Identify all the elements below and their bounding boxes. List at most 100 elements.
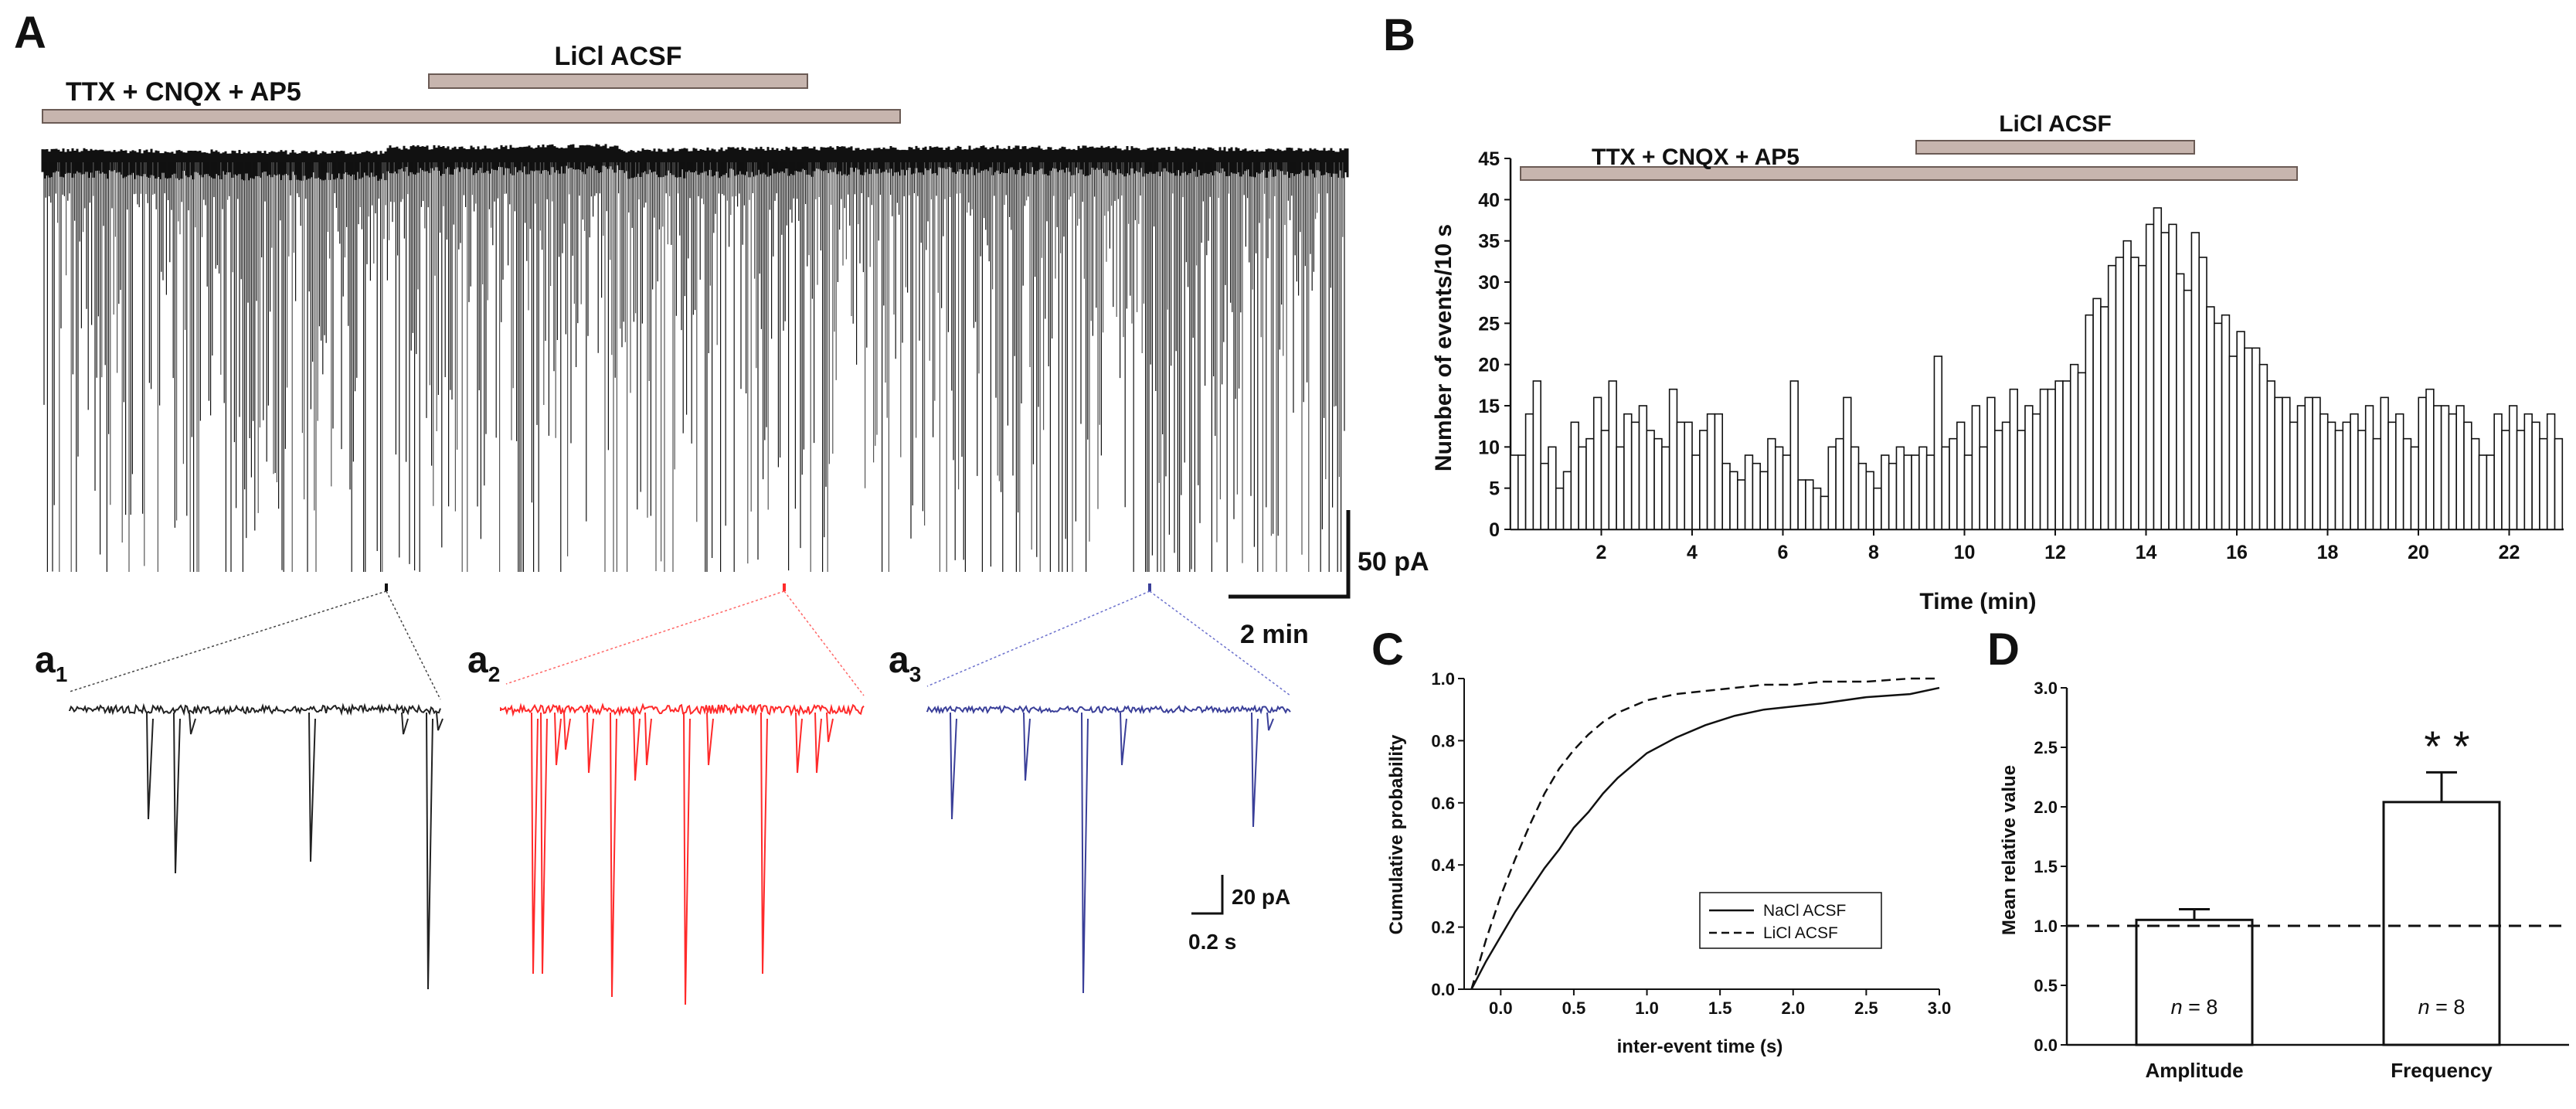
b-histogram-bar (2501, 430, 2510, 530)
c-legend-label-licl: LiCl ACSF (1763, 924, 1838, 942)
inset-event (1120, 712, 1127, 766)
b-x-tick-label: 20 (2408, 542, 2429, 563)
b-drug-application-bar (1520, 166, 2298, 181)
b-y-tick-label: 15 (1478, 396, 1500, 417)
trace-scale-x-label: 2 min (1240, 620, 1309, 649)
histogram-chart: 0 5 10 15 20 25 30 35 40 45 2 4 6 8 10 12 14 16 18 20 22 (1478, 148, 2564, 563)
b-histogram-bar (2433, 405, 2442, 530)
b-histogram-bar (1782, 454, 1792, 530)
inset-event (826, 712, 834, 743)
d-y-axis-label: Mean relative value (1999, 765, 2020, 935)
drug-bar-label: TTX + CNQX + AP5 (66, 77, 301, 107)
inset-baseline (69, 702, 441, 716)
c-x-tick-label: 3.0 (1928, 998, 1952, 1018)
b-histogram-bar (1517, 454, 1527, 530)
inset-event (173, 712, 181, 874)
b-licl-bar-label: LiCl ACSF (1999, 111, 2112, 137)
b-histogram-bar (1956, 421, 1966, 530)
d-category-label: Frequency (2391, 1059, 2493, 1082)
b-x-axis-label: Time (min) (1919, 589, 2036, 614)
b-y-tick-label: 5 (1489, 478, 1500, 500)
zoom-line-a1-left (69, 590, 387, 692)
b-histogram-bar (2039, 388, 2049, 530)
b-histogram-bar (2085, 314, 2094, 530)
b-histogram-bar (2047, 388, 2056, 530)
b-histogram-bar (2017, 430, 2026, 530)
drug-application-bar (42, 109, 901, 124)
b-histogram-bar (2251, 347, 2261, 530)
b-histogram-bar (2493, 413, 2503, 530)
b-histogram-bar (1646, 430, 1655, 530)
inset-trace-a1 (69, 702, 443, 990)
b-histogram-bar (2440, 405, 2450, 530)
b-histogram-bar (1797, 479, 1806, 530)
b-histogram-bar (1706, 413, 1716, 530)
b-histogram-bar (1986, 396, 1996, 530)
b-y-axis-label: Number of events/10 s (1431, 224, 1456, 471)
d-y-tick-label: 2.0 (2034, 798, 2058, 817)
b-histogram-bar (2448, 413, 2458, 530)
inset-label-a1: a1 (35, 640, 67, 686)
inset-trace-a2 (500, 702, 865, 1005)
inset-event (633, 712, 641, 781)
b-histogram-bar (1548, 446, 1557, 530)
b-histogram-bar (1805, 479, 1814, 530)
inset-trace-a3 (926, 704, 1291, 994)
b-histogram-bar (2531, 421, 2540, 530)
c-y-axis-label: Cumulative probability (1386, 734, 1407, 934)
c-series-line (1470, 686, 1940, 990)
b-histogram-bar (2092, 298, 2102, 530)
b-histogram-bar (2115, 257, 2125, 530)
b-histogram-bar (2508, 405, 2518, 530)
relative-value-chart: 0.0 0.5 1.0 1.5 2.0 2.5 3.0 Amplitude Frequency (2034, 679, 2569, 1082)
b-x-tick-label: 16 (2226, 542, 2248, 563)
b-histogram-bar (1623, 413, 1633, 530)
b-histogram-bar (1510, 454, 1519, 530)
b-histogram-bar (2304, 396, 2313, 530)
b-histogram-bar (2266, 380, 2275, 530)
trace-scale-y-label: 50 pA (1358, 547, 1429, 577)
panel-letter-a: A (14, 8, 46, 58)
b-histogram-bar (1616, 446, 1625, 530)
b-histogram-bar (1759, 471, 1769, 530)
b-histogram-bar (2274, 396, 2283, 530)
c-x-tick-label: 2.0 (1781, 998, 1805, 1018)
b-histogram-bar (1941, 446, 1950, 530)
inset-baseline (926, 704, 1291, 715)
b-histogram-bar (2190, 232, 2200, 530)
c-x-tick-label: 1.5 (1708, 998, 1732, 1018)
b-y-tick-label: 40 (1478, 189, 1500, 211)
b-histogram-bar (2387, 421, 2397, 530)
b-y-tick-label: 45 (1478, 148, 1500, 170)
cumulative-chart: 0.0 0.2 0.4 0.6 0.8 1.0 0.0 0.5 1.0 1.5 2.0 2.5 3.0 (1431, 669, 1951, 1018)
trace-baseline (41, 144, 1349, 181)
panel-letter-b: B (1383, 10, 1415, 60)
inset-label-a2: a2 (467, 640, 500, 686)
b-histogram-bar (2516, 430, 2526, 530)
b-histogram-bar (1774, 446, 1784, 530)
inset-event (610, 712, 617, 998)
c-x-tick-label: 1.0 (1635, 998, 1659, 1018)
inset-event (1251, 712, 1259, 828)
b-x-tick-label: 22 (2499, 542, 2520, 563)
b-histogram-bar (2107, 264, 2117, 530)
b-histogram-bar (2001, 421, 2011, 530)
inset-baseline (500, 702, 865, 717)
zoom-line-a3-right (1149, 590, 1291, 696)
b-x-tick-label: 14 (2136, 542, 2157, 563)
b-histogram-bar (1911, 454, 1920, 530)
b-histogram-bar (1721, 462, 1731, 530)
b-drug-bar-label: TTX + CNQX + AP5 (1592, 145, 1799, 170)
b-histogram-bar (1684, 421, 1693, 530)
d-y-tick-label: 1.0 (2034, 917, 2058, 936)
b-histogram-bar (2470, 437, 2480, 530)
n-label-amplitude: n = 8 (2171, 995, 2218, 1019)
b-histogram-bar (2069, 363, 2079, 530)
b-histogram-bar (1691, 454, 1701, 530)
b-histogram-bar (2455, 405, 2465, 530)
b-histogram-bar (1699, 430, 1708, 530)
inset-scale-x-label: 0.2 s (1188, 930, 1236, 954)
b-histogram-bar (2357, 430, 2367, 530)
b-histogram-bar (1888, 462, 1898, 530)
